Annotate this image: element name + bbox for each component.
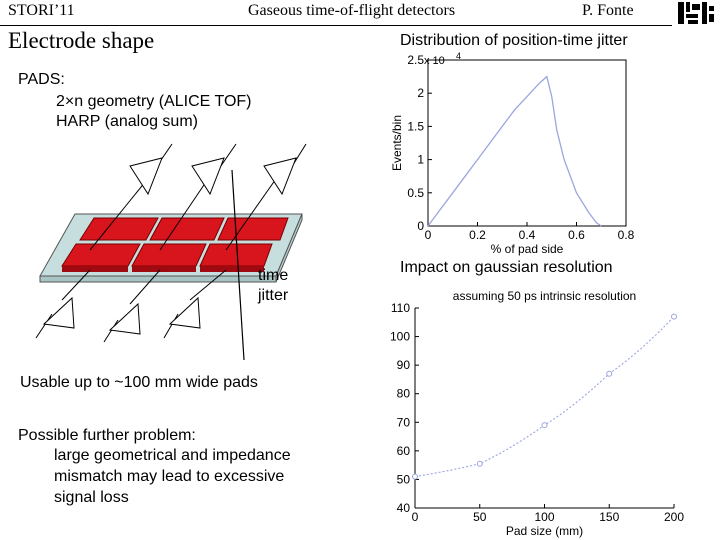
x-tick-label: 0	[425, 228, 432, 242]
amplifier-icon	[168, 296, 201, 329]
x-axis-label: Pad size (mm)	[506, 524, 583, 538]
jitter-label: time	[258, 267, 289, 284]
y-axis-label: Events/bin	[390, 115, 404, 171]
y-tick-label: 2.5	[407, 53, 424, 67]
plot-frame	[427, 59, 627, 227]
x-tick-label: 200	[664, 510, 684, 524]
y-tick-label: 1	[417, 153, 424, 167]
x-tick-label: 0.2	[469, 228, 486, 242]
problem-line: large geometrical and impedance	[54, 447, 291, 464]
data-point	[412, 473, 418, 480]
x-tick-label: 50	[473, 510, 487, 524]
x-tick-label: 0	[412, 510, 419, 524]
x-tick-label: 100	[534, 510, 554, 524]
data-point	[476, 460, 483, 467]
base-plate-edge	[39, 275, 277, 283]
y-tick-label: 90	[397, 358, 411, 372]
amplifier-icon	[263, 157, 297, 196]
problem-heading: Possible further problem:	[18, 427, 196, 444]
data-point	[671, 313, 677, 320]
data-point	[541, 422, 548, 429]
jitter-distribution-chart: 0 0.2 0.4 0.6 0.8 0 0.5 1 1.5 2 2.5 x 10 4 % of pad s…	[390, 51, 635, 256]
x-tick-label: 0.4	[519, 228, 536, 242]
pad	[79, 217, 159, 241]
slide-title: Electrode shape	[8, 28, 155, 53]
lip-logo-icon	[676, 0, 716, 26]
x-tick-label: 0.8	[618, 228, 635, 242]
y-tick-label: 60	[397, 444, 411, 458]
series-line	[427, 75, 602, 227]
chart-subtitle: assuming 50 ps intrinsic resolution	[453, 289, 636, 303]
y-tick-label: 80	[397, 387, 411, 401]
pad	[61, 243, 141, 267]
header-author: P. Fonte	[582, 2, 634, 19]
jitter-line	[231, 169, 245, 361]
pad	[199, 243, 273, 267]
x-tick-label: 0.6	[568, 228, 585, 242]
y-tick-label: 50	[397, 472, 411, 486]
data-point	[606, 370, 613, 377]
pad	[131, 243, 207, 267]
pads-item: 2×n geometry (ALICE TOF)	[56, 93, 252, 110]
chart1-title: Distribution of position-time jitter	[400, 32, 628, 49]
amplifier-icon	[108, 302, 141, 335]
problem-line: mismatch may lead to excessive	[54, 468, 285, 485]
chart2-title: Impact on gaussian resolution	[400, 259, 613, 276]
x-tick-label: 150	[599, 510, 619, 524]
y-tick-label: 70	[397, 415, 411, 429]
resolution-chart: assuming 50 ps intrinsic resolution 0 50 10…	[390, 289, 684, 538]
header-title: Gaseous time-of-flight detectors	[248, 2, 456, 19]
y-tick-label: 100	[390, 330, 410, 344]
jitter-label: jitter	[258, 287, 289, 304]
amplifier-icon	[42, 296, 75, 329]
pads-item: HARP (analog sum)	[56, 113, 198, 130]
usable-note: Usable up to ~100 mm wide pads	[20, 374, 258, 391]
amplifier-icon	[191, 157, 225, 196]
y-tick-label: 0	[417, 219, 424, 233]
y-exponent-power: 4	[456, 51, 461, 61]
pad	[149, 217, 225, 241]
header-conference: STORI’11	[8, 2, 75, 19]
pad-diagram	[35, 143, 307, 361]
y-tick-label: 1.5	[407, 119, 424, 133]
y-tick-label: 40	[397, 501, 411, 515]
x-axis-label: % of pad side	[491, 242, 564, 256]
series-line	[414, 316, 675, 478]
pads-heading: PADS:	[18, 71, 65, 88]
y-tick-label: 110	[391, 301, 410, 315]
amplifier-icon	[129, 157, 163, 196]
y-exponent: x 10	[424, 55, 445, 67]
header-rule	[0, 25, 672, 26]
y-tick-label: 2	[417, 86, 424, 100]
y-tick-label: 0.5	[407, 186, 424, 200]
problem-line: signal loss	[54, 489, 129, 506]
pad	[217, 217, 289, 241]
